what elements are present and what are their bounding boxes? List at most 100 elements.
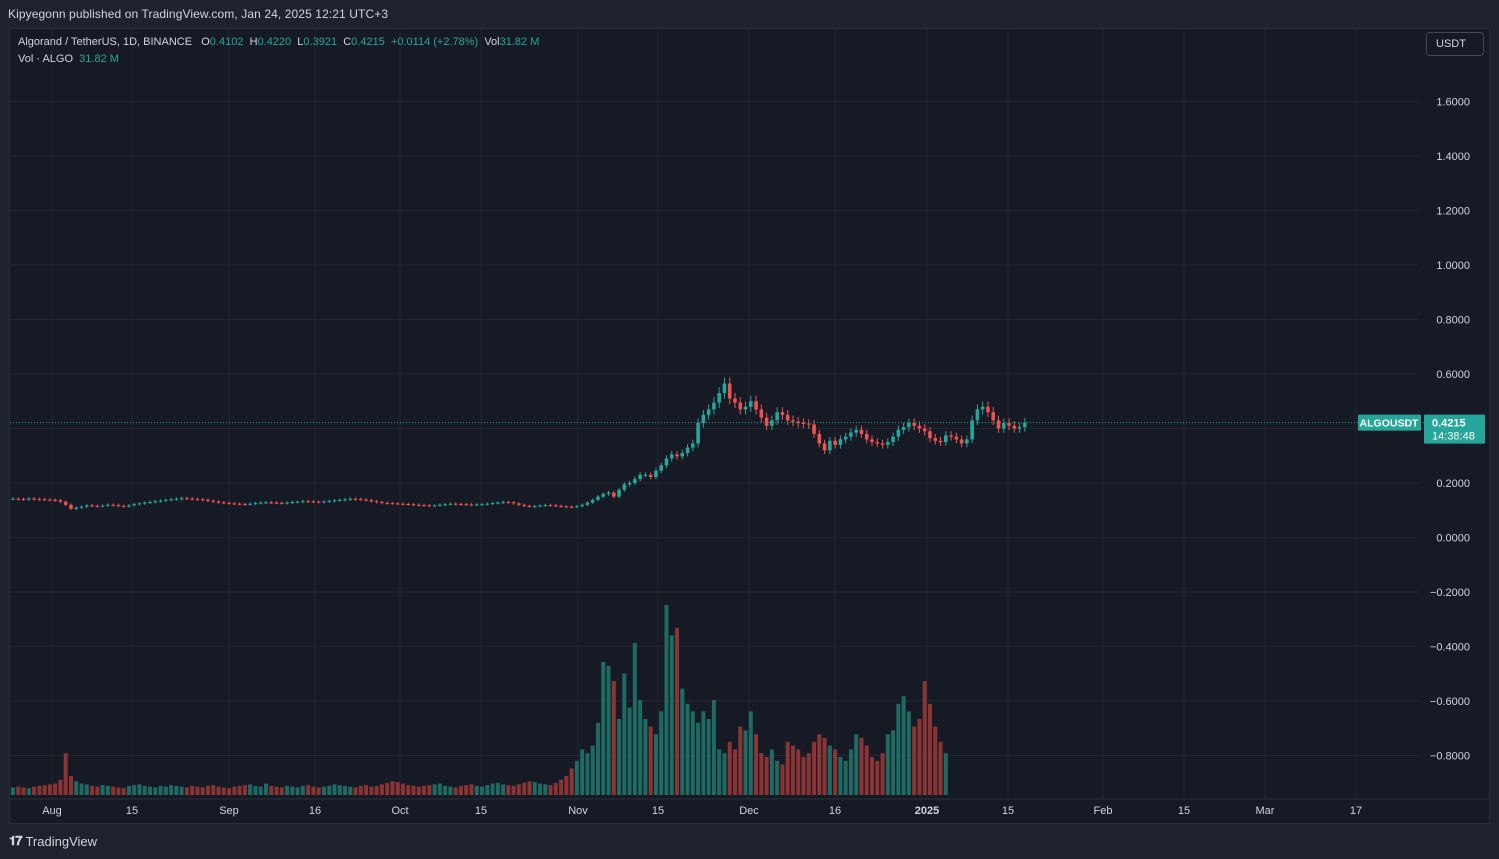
candle-body bbox=[501, 502, 505, 504]
candle-body bbox=[543, 505, 548, 507]
volume-bar bbox=[927, 703, 932, 795]
candle-body bbox=[780, 412, 785, 415]
y-axis-tick-label: 0.2000 bbox=[1436, 478, 1470, 490]
candle-body bbox=[195, 499, 200, 501]
candle-body bbox=[137, 503, 142, 505]
volume-bar bbox=[253, 785, 258, 795]
candle-body bbox=[517, 503, 521, 505]
volume-bar bbox=[617, 719, 622, 795]
candlestick-chart[interactable]: 1.60001.40001.20001.00000.80000.60000.40… bbox=[10, 29, 1490, 824]
candle-body bbox=[548, 505, 553, 507]
volume-bar bbox=[395, 782, 400, 795]
candle-body bbox=[580, 504, 584, 507]
x-axis-tick-label: 16 bbox=[309, 805, 321, 817]
volume-bar bbox=[242, 785, 247, 795]
y-axis-tick-label: 1.0000 bbox=[1436, 260, 1470, 272]
price-tag-countdown: 14:38:48 bbox=[1432, 431, 1475, 443]
volume-bar bbox=[132, 785, 137, 795]
volume-bar bbox=[458, 785, 463, 795]
price-tag bbox=[1424, 414, 1485, 444]
candle-body bbox=[337, 499, 342, 501]
volume-bar bbox=[32, 786, 37, 795]
volume-bar bbox=[738, 726, 743, 795]
chart-pane[interactable]: 1.60001.40001.20001.00000.80000.60000.40… bbox=[9, 28, 1490, 824]
candle-body bbox=[664, 458, 669, 466]
high-value: 0.4220 bbox=[257, 36, 292, 48]
candle-body bbox=[21, 499, 26, 501]
candle-body bbox=[63, 501, 68, 505]
candle-body bbox=[622, 484, 627, 490]
candle-body bbox=[269, 502, 274, 504]
volume-bar bbox=[63, 753, 68, 795]
candle-body bbox=[385, 502, 389, 504]
volume-bar bbox=[622, 673, 627, 795]
volume-study-label[interactable]: Vol · ALGO bbox=[18, 53, 74, 65]
candle-body bbox=[611, 492, 616, 497]
volume-bar bbox=[200, 787, 205, 795]
brand-name: TradingView bbox=[25, 833, 98, 849]
candle-body bbox=[174, 498, 179, 500]
volume-bar bbox=[943, 753, 948, 795]
candle-body bbox=[564, 506, 569, 508]
volume-bar bbox=[727, 741, 732, 795]
candle-body bbox=[986, 406, 990, 413]
candle-body bbox=[527, 505, 532, 507]
volume-bar bbox=[775, 760, 780, 795]
candle-body bbox=[627, 483, 632, 485]
x-axis-tick-label: 15 bbox=[652, 805, 664, 817]
y-axis-tick-label: −0.4000 bbox=[1430, 642, 1470, 654]
candle-body bbox=[37, 499, 42, 501]
volume-bar bbox=[353, 787, 358, 795]
candle-body bbox=[775, 412, 779, 421]
volume-bar bbox=[358, 785, 363, 795]
candle-body bbox=[216, 501, 221, 503]
y-axis-tick-label: 1.6000 bbox=[1436, 97, 1470, 109]
candle-body bbox=[864, 433, 869, 440]
volume-bar bbox=[216, 786, 221, 795]
volume-bar bbox=[838, 757, 843, 795]
candle-body bbox=[727, 383, 732, 399]
volume-label: Vol bbox=[484, 36, 500, 48]
candle-body bbox=[84, 505, 89, 507]
symbol-description[interactable]: Algorand / TetherUS, 1D, BINANCE bbox=[18, 36, 193, 48]
candle-body bbox=[464, 504, 469, 506]
candle-body bbox=[538, 505, 542, 507]
volume-bar bbox=[896, 703, 901, 795]
volume-bar bbox=[822, 738, 827, 795]
candle-body bbox=[438, 504, 442, 506]
volume-bar bbox=[211, 785, 216, 795]
volume-bar bbox=[664, 605, 669, 795]
volume-bar bbox=[179, 786, 184, 795]
volume-bar bbox=[427, 785, 432, 795]
candle-body bbox=[222, 502, 226, 504]
volume-bar bbox=[569, 768, 574, 795]
candle-body bbox=[285, 502, 289, 504]
low-label: L bbox=[297, 36, 304, 48]
volume-bar bbox=[321, 786, 326, 795]
volume-bar bbox=[638, 700, 643, 795]
volume-bar bbox=[732, 749, 737, 795]
candle-body bbox=[496, 502, 500, 504]
currency-button[interactable]: USDT bbox=[1426, 32, 1484, 56]
volume-bar bbox=[922, 681, 927, 795]
x-axis-tick-label: 15 bbox=[1002, 805, 1014, 817]
candle-body bbox=[828, 440, 832, 451]
volume-bar bbox=[901, 696, 906, 795]
volume-bar bbox=[854, 734, 859, 795]
candle-body bbox=[106, 504, 110, 506]
volume-value: 31.82 M bbox=[499, 36, 540, 48]
volume-bar bbox=[327, 785, 332, 795]
volume-bar bbox=[443, 785, 448, 795]
candle-body bbox=[395, 503, 400, 505]
volume-bar bbox=[163, 786, 168, 795]
volume-bar bbox=[501, 784, 506, 795]
candle-body bbox=[100, 505, 105, 507]
volume-bar bbox=[801, 757, 806, 795]
change-value: +0.0114 (+2.78%) bbox=[390, 36, 479, 48]
volume-bar bbox=[522, 782, 527, 795]
volume-bar bbox=[627, 707, 632, 795]
candle-body bbox=[817, 433, 822, 444]
volume-bar bbox=[332, 784, 337, 795]
candle-body bbox=[843, 436, 848, 440]
candle-body bbox=[232, 503, 237, 505]
